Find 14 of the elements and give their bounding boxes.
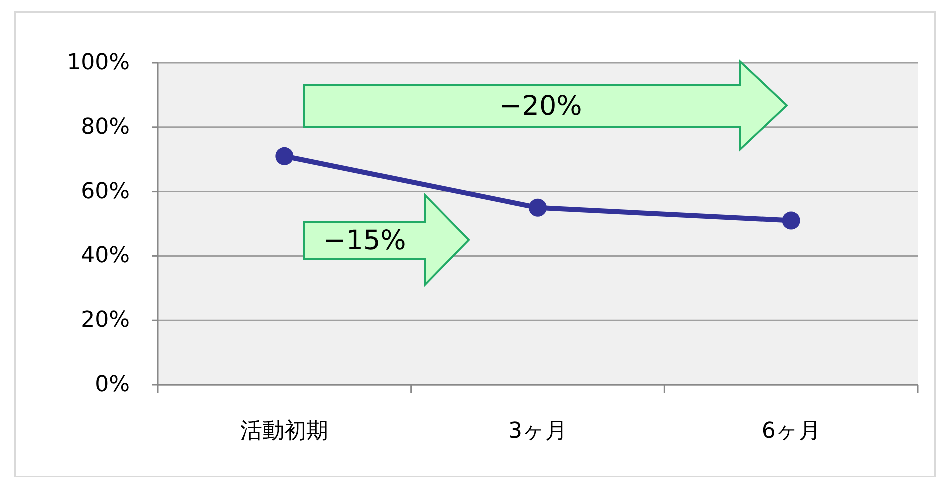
y-tick-label: 80%	[81, 114, 130, 140]
y-tick-label: 20%	[81, 308, 130, 334]
y-tick-label: 0%	[95, 372, 130, 398]
annotation: −15%	[324, 226, 406, 257]
y-tick-label: 40%	[81, 244, 130, 269]
point	[782, 212, 800, 230]
x-tick-label: 3ヶ月	[508, 419, 568, 444]
point	[529, 198, 547, 217]
y-tick-label: 60%	[81, 179, 130, 204]
y-tick-label: 100%	[67, 50, 130, 76]
x-tick-label: 6ヶ月	[762, 419, 821, 444]
annotation: −20%	[500, 90, 582, 122]
point	[276, 147, 294, 166]
x-tick-label: 活動初期	[240, 419, 329, 444]
